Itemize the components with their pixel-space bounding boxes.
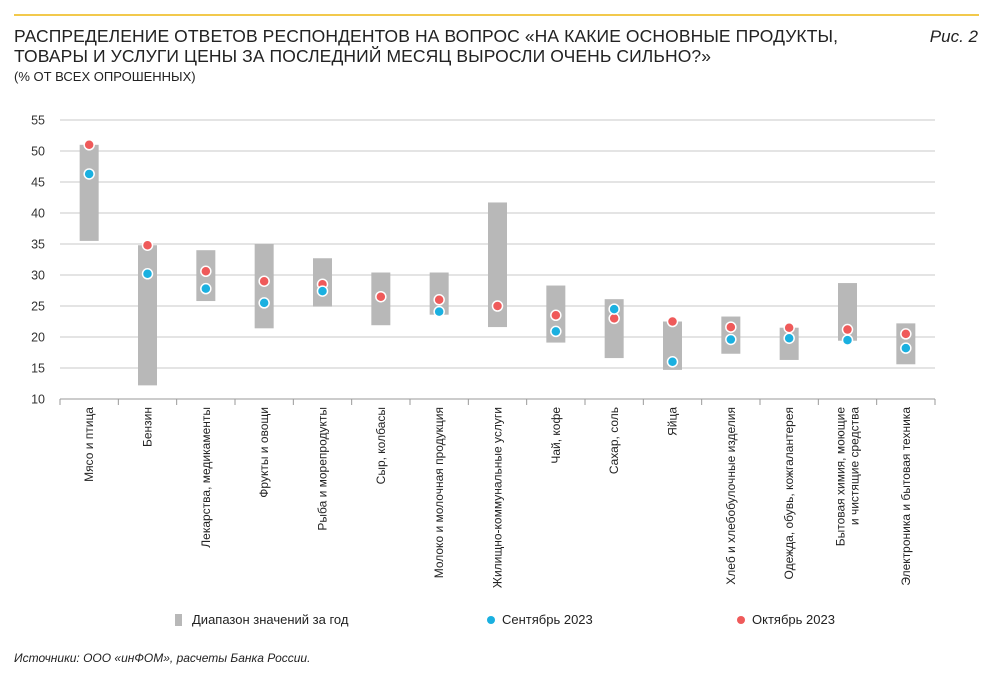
september-point [783,332,795,344]
y-tick-label: 40 [31,207,45,221]
legend-range-swatch [175,613,182,626]
october-point [608,312,620,325]
x-category-label: Рыба и морепродукты [316,407,330,531]
range-bar [604,299,624,359]
x-category-label: Бензин [141,407,155,447]
legend-range: Диапазон значений за год [175,612,348,627]
range-bar [663,321,682,370]
october-point [141,239,154,251]
x-category-label: и чистящие средства [848,407,862,525]
range-bar [429,272,449,315]
top-accent-line [14,14,979,16]
y-tick-label: 15 [31,362,45,376]
y-tick-label: 45 [31,176,45,190]
x-category-label: Сыр, колбасы [374,407,388,484]
september-point [900,342,912,354]
september-point [141,268,154,280]
x-category-label: Жилищно-коммунальные услуги [491,407,505,588]
x-category-label: Яйца [666,407,680,436]
september-point [550,325,562,338]
september-point [608,303,620,315]
september-point [433,305,445,318]
source-note: Источники: ООО «инФОМ», расчеты Банка Ро… [14,651,311,665]
legend-september-label: Сентябрь 2023 [502,612,593,627]
october-point [900,328,912,340]
x-category-label: Сахар, соль [607,407,621,474]
x-category-label: Лекарства, медикаменты [199,407,213,548]
range-bar [79,144,99,241]
october-point [83,139,95,151]
range-bar [838,283,857,341]
october-point [666,315,679,328]
y-tick-label: 10 [31,393,45,407]
x-category-label: Электроника и бытовая техника [899,407,913,586]
october-point [491,300,504,312]
legend-range-label: Диапазон значений за год [192,612,349,627]
x-category-label: Мясо и птица [82,407,96,482]
october-point [258,275,270,287]
y-tick-label: 25 [31,300,45,314]
september-point [666,356,679,368]
y-tick-label: 30 [31,269,45,283]
x-category-label: Молоко и молочная продукция [432,407,446,578]
x-category-label: Одежда, обувь, кожгалантерея [782,407,796,579]
legend-october-dot [737,615,745,624]
september-point [83,168,95,180]
x-category-label: Бытовая химия, моющие [834,407,848,547]
september-point [258,297,270,309]
october-point [841,323,854,336]
x-category-label: Чай, кофе [549,407,563,464]
september-point [725,333,737,346]
october-point [783,321,795,334]
y-tick-label: 55 [31,114,45,128]
legend-october: Октябрь 2023 [737,612,835,627]
october-point [433,294,445,306]
chart-title: РАСПРЕДЕЛЕНИЕ ОТВЕТОВ РЕСПОНДЕНТОВ НА ВО… [14,26,839,66]
legend-september: Сентябрь 2023 [487,612,593,627]
y-tick-label: 35 [31,238,45,252]
x-category-label: Хлеб и хлебобулочные изделия [724,407,738,585]
september-point [316,285,329,297]
october-point [375,290,387,303]
legend-october-label: Октябрь 2023 [752,612,835,627]
x-category-label: Фрукты и овощи [257,407,271,498]
october-point [550,309,562,322]
range-bar [488,202,507,328]
figure-label: Рис. 2 [929,27,978,46]
chart-subtitle: (% ОТ ВСЕХ ОПРОШЕННЫХ) [14,69,196,84]
october-point [725,321,737,333]
legend-september-dot [487,615,495,624]
y-tick-label: 20 [31,331,45,345]
range-bar [138,245,157,386]
y-tick-label: 50 [31,145,45,159]
september-point [200,282,212,295]
october-point [200,265,212,278]
september-point [841,334,854,346]
